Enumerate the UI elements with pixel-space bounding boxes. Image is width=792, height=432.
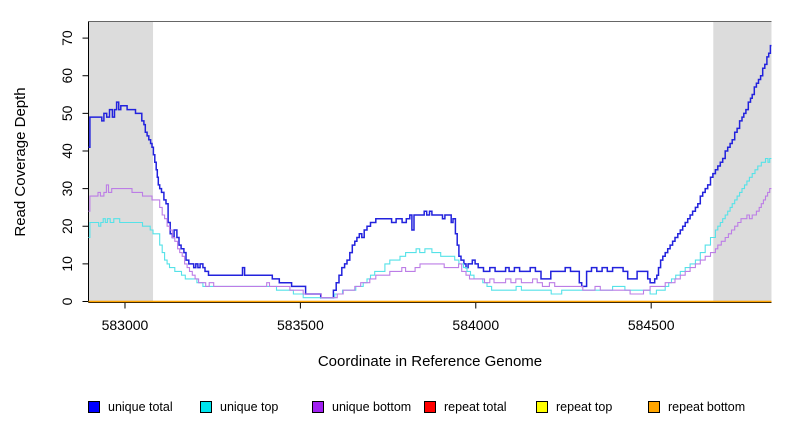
y-tick-label: 0	[59, 297, 75, 305]
y-axis-title: Read Coverage Depth	[12, 87, 29, 236]
legend-label: unique total	[108, 400, 173, 414]
legend-swatch-repeat-total	[424, 401, 436, 413]
series-unique-total-line	[88, 44, 772, 299]
x-axis-title: Coordinate in Reference Genome	[318, 353, 542, 370]
legend: unique total unique top unique bottom repea…	[0, 397, 792, 419]
legend-label: unique bottom	[332, 400, 412, 414]
series-unique-top-line	[88, 157, 772, 299]
y-tick-label: 10	[59, 256, 75, 272]
x-tick-label: 583000	[102, 317, 149, 333]
y-tick-label: 70	[59, 30, 75, 46]
plot-area: 0 10 20 30 40 50 60 70 583000 583500 584000 584500	[59, 21, 772, 333]
legend-swatch-unique-top	[200, 401, 212, 413]
legend-item-unique-bottom: unique bottom	[312, 397, 411, 417]
y-tick-label: 50	[59, 105, 75, 121]
legend-item-unique-top: unique top	[200, 397, 278, 417]
left-shaded-region	[88, 21, 154, 302]
legend-swatch-repeat-top	[536, 401, 548, 413]
y-tick-label: 40	[59, 143, 75, 159]
legend-swatch-repeat-bottom	[648, 401, 660, 413]
legend-item-unique-total: unique total	[88, 397, 173, 417]
x-tick-label: 583500	[277, 317, 324, 333]
legend-item-repeat-bottom: repeat bottom	[648, 397, 745, 417]
legend-label: repeat top	[556, 400, 613, 414]
legend-swatch-unique-total	[88, 401, 100, 413]
legend-item-repeat-top: repeat top	[536, 397, 612, 417]
legend-label: repeat total	[444, 400, 507, 414]
legend-label: repeat bottom	[668, 400, 746, 414]
legend-label: unique top	[220, 400, 279, 414]
y-tick-label: 20	[59, 218, 75, 234]
y-tick-label: 60	[59, 68, 75, 84]
series-unique-bottom-line	[88, 184, 772, 299]
y-tick-label: 30	[59, 181, 75, 197]
legend-swatch-unique-bottom	[312, 401, 324, 413]
legend-item-repeat-total: repeat total	[424, 397, 507, 417]
x-tick-label: 584000	[452, 317, 499, 333]
x-tick-label: 584500	[628, 317, 675, 333]
